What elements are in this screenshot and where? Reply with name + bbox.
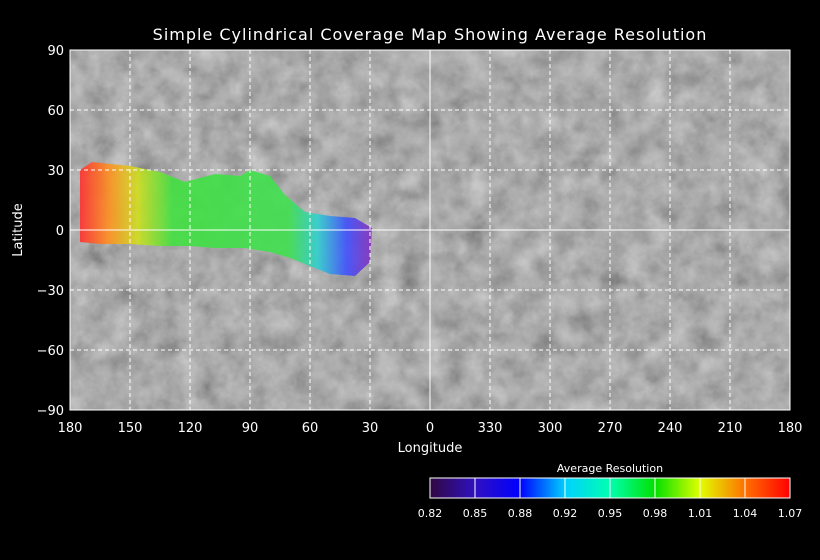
y-tick-label: −60 <box>37 344 64 359</box>
x-tick-label: 30 <box>362 421 379 436</box>
colorbar-tick-label: 0.82 <box>418 507 443 520</box>
latitude-ticks: 90 60 30 0 −30 −60 −90 <box>37 44 64 419</box>
x-tick-label: 300 <box>538 421 563 436</box>
x-tick-label: 0 <box>426 421 434 436</box>
colorbar-tick-label: 0.88 <box>508 507 533 520</box>
y-tick-label: −30 <box>37 284 64 299</box>
colorbar-ticks: 0.82 0.85 0.88 0.92 0.95 0.98 1.01 1.04 1.07 <box>418 478 803 520</box>
coverage-region <box>80 162 372 276</box>
map-area <box>69 49 791 411</box>
x-tick-label: 120 <box>178 421 203 436</box>
x-tick-label: 150 <box>118 421 143 436</box>
x-axis-label: Longitude <box>398 441 463 456</box>
y-tick-label: 90 <box>47 44 64 59</box>
x-tick-label: 240 <box>658 421 683 436</box>
colorbar-tick-label: 1.04 <box>733 507 758 520</box>
colorbar-tick-label: 0.95 <box>598 507 623 520</box>
plot-frame <box>69 49 791 411</box>
colorbar-tick-label: 0.92 <box>553 507 578 520</box>
colorbar-tick-label: 1.07 <box>778 507 803 520</box>
colorbar-tick-label: 0.98 <box>643 507 668 520</box>
y-axis-label: Latitude <box>11 203 26 257</box>
x-tick-label: 180 <box>778 421 803 436</box>
x-tick-label: 270 <box>598 421 623 436</box>
map-title: Simple Cylindrical Coverage Map Showing … <box>153 25 708 44</box>
colorbar-title: Average Resolution <box>557 462 663 475</box>
y-tick-label: 60 <box>47 104 64 119</box>
y-tick-label: 0 <box>56 224 64 239</box>
x-tick-label: 60 <box>302 421 319 436</box>
x-tick-label: 330 <box>478 421 503 436</box>
colorbar-tick-label: 1.01 <box>688 507 713 520</box>
x-tick-label: 180 <box>58 421 83 436</box>
colorbar-tick-label: 0.85 <box>463 507 488 520</box>
colorbar: Average Resolution 0.82 0.85 0.88 0.92 0.95 0… <box>418 462 803 520</box>
longitude-ticks: 180 150 120 90 60 30 0 330 300 270 240 210 180 <box>58 421 803 436</box>
grid-lines <box>70 50 790 410</box>
y-tick-label: −90 <box>37 404 64 419</box>
x-tick-label: 90 <box>242 421 259 436</box>
y-tick-label: 30 <box>47 164 64 179</box>
x-tick-label: 210 <box>718 421 743 436</box>
